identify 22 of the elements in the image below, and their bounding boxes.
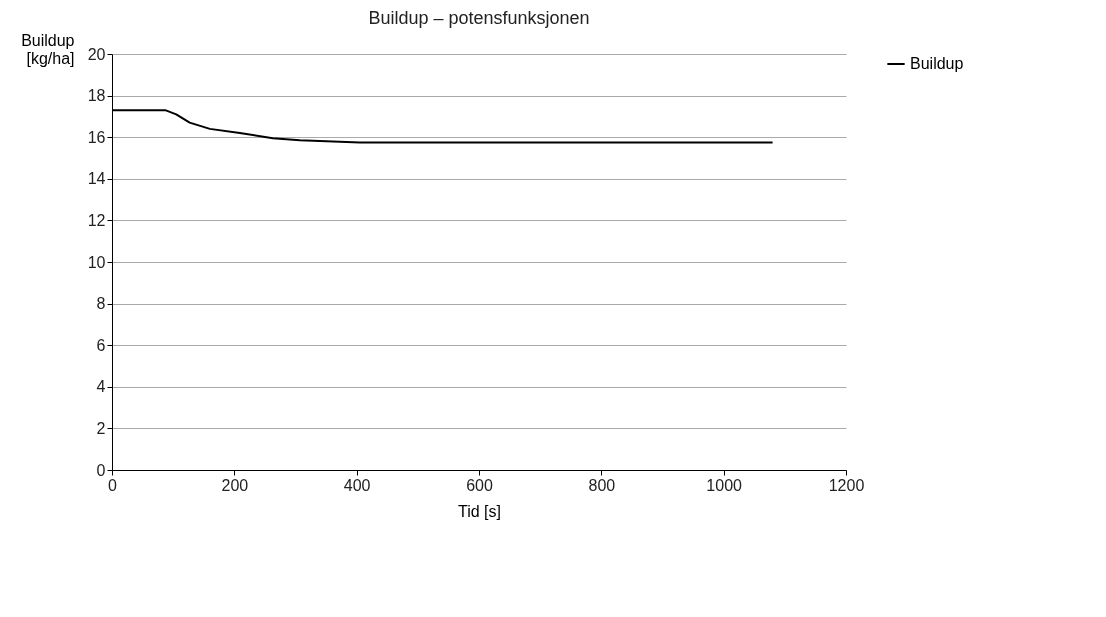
y-tick-label: 4 (96, 378, 106, 396)
x-tick-label: 200 (221, 476, 249, 494)
x-tick-label: 1200 (828, 476, 865, 494)
x-tick-label: 1000 (706, 476, 743, 494)
x-tick-label: 600 (466, 476, 493, 494)
y-axis-title: Buildup [kg/ha] (21, 31, 75, 67)
x-tick-label: 400 (343, 476, 371, 494)
x-axis-title: Tid [s] (458, 502, 501, 520)
y-tick-label: 10 (87, 253, 106, 271)
y-tick-label: 8 (96, 295, 106, 313)
y-tick-label: 12 (87, 211, 106, 229)
y-tick-label: 16 (87, 128, 106, 146)
legend-label: Buildup (910, 55, 964, 72)
chart-title: Buildup – potensfunksjonen (368, 8, 590, 28)
y-tick-label: 6 (96, 336, 106, 354)
y-tick-label: 14 (87, 170, 106, 188)
y-tick-label: 2 (96, 419, 106, 437)
y-tick-label: 20 (87, 45, 106, 63)
y-tick-label: 0 (96, 461, 106, 479)
x-tick-label: 800 (588, 476, 616, 494)
y-tick-label: 18 (87, 87, 106, 105)
x-tick-label: 0 (108, 476, 118, 494)
